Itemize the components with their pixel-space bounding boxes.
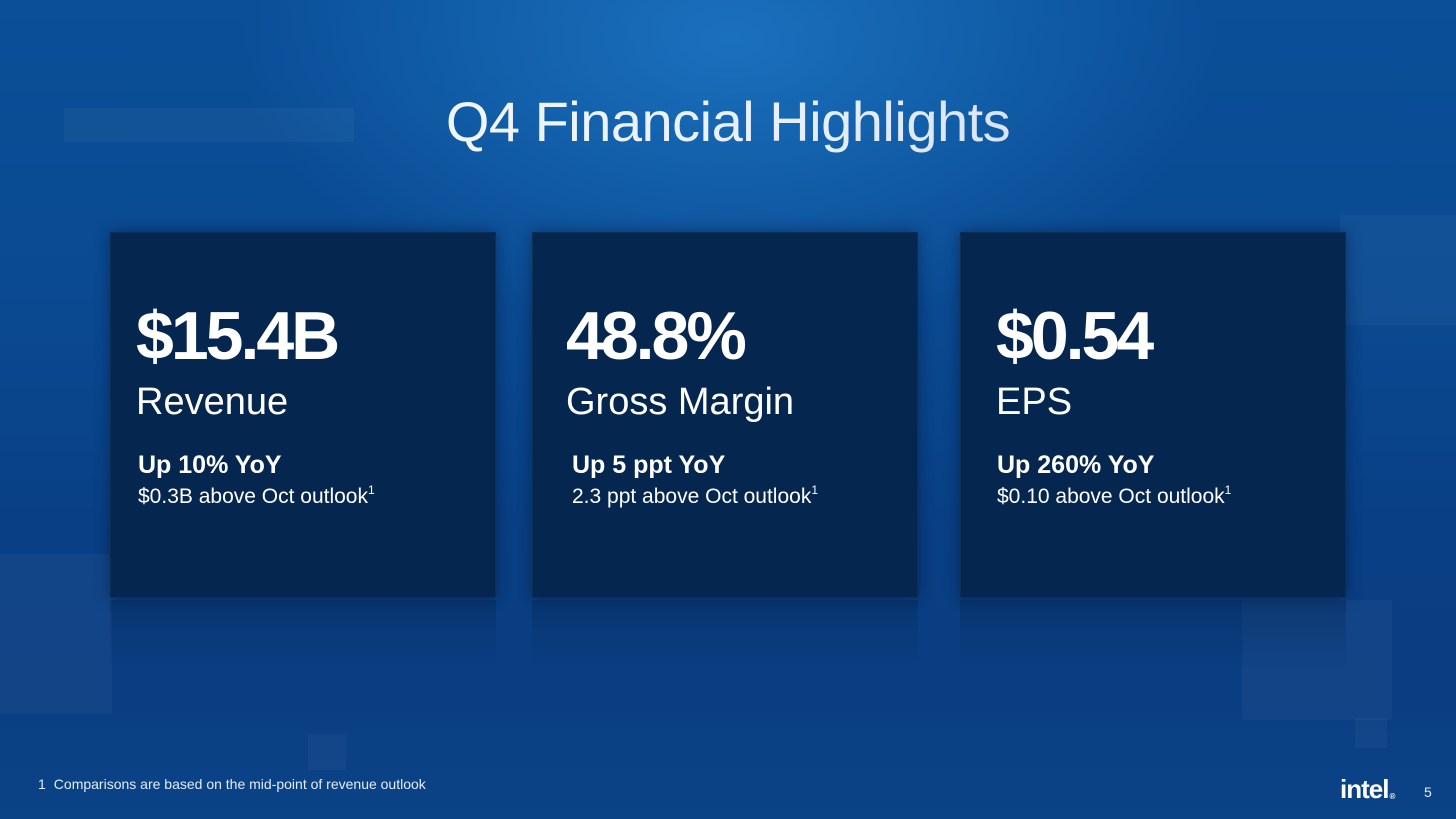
eps-outlook-comparison: $0.10 above Oct outlook1	[997, 483, 1231, 511]
footnote-number: 1	[38, 776, 46, 792]
background-decoration	[308, 734, 346, 770]
intel-logo: intel®	[1340, 772, 1395, 814]
footnote-reference: 1	[1224, 483, 1232, 497]
eps-label: EPS	[996, 381, 1073, 423]
gross-margin-card: 48.8% Gross Margin Up 5 ppt YoY 2.3 ppt …	[532, 232, 918, 598]
revenue-outlook-comparison: $0.3B above Oct outlook1	[138, 483, 375, 511]
outlook-text: $0.3B above Oct outlook	[138, 485, 368, 508]
registered-mark-icon: ®	[1389, 792, 1396, 801]
card-reflection	[110, 600, 496, 670]
footnote-text: Comparisons are based on the mid-point o…	[53, 776, 426, 792]
footnote: 1 Comparisons are based on the mid-point …	[38, 775, 426, 793]
eps-value: $0.54	[996, 298, 1154, 374]
card-reflection	[532, 600, 918, 670]
slide-title: Q4 Financial Highlights	[0, 82, 1456, 162]
gross-margin-label: Gross Margin	[566, 381, 795, 423]
gross-margin-outlook-comparison: 2.3 ppt above Oct outlook1	[572, 483, 818, 511]
background-decoration	[1340, 215, 1456, 325]
page-number: 5	[1424, 784, 1432, 800]
card-reflection	[960, 600, 1346, 670]
revenue-label: Revenue	[136, 381, 289, 423]
revenue-card: $15.4B Revenue Up 10% YoY $0.3B above Oc…	[110, 232, 496, 598]
footnote-reference: 1	[368, 483, 375, 497]
logo-wordmark: intel	[1340, 774, 1389, 804]
outlook-text: $0.10 above Oct outlook	[997, 485, 1225, 508]
gross-margin-value: 48.8%	[566, 298, 747, 374]
footnote-reference: 1	[811, 483, 819, 497]
eps-yoy-change: Up 260% YoY	[997, 451, 1155, 479]
revenue-yoy-change: Up 10% YoY	[138, 451, 282, 479]
gross-margin-yoy-change: Up 5 ppt YoY	[572, 451, 726, 479]
eps-card: $0.54 EPS Up 260% YoY $0.10 above Oct ou…	[960, 232, 1346, 598]
outlook-text: 2.3 ppt above Oct outlook	[572, 485, 812, 508]
background-decoration	[1355, 718, 1387, 748]
background-decoration	[0, 554, 112, 714]
revenue-value: $15.4B	[136, 298, 340, 374]
